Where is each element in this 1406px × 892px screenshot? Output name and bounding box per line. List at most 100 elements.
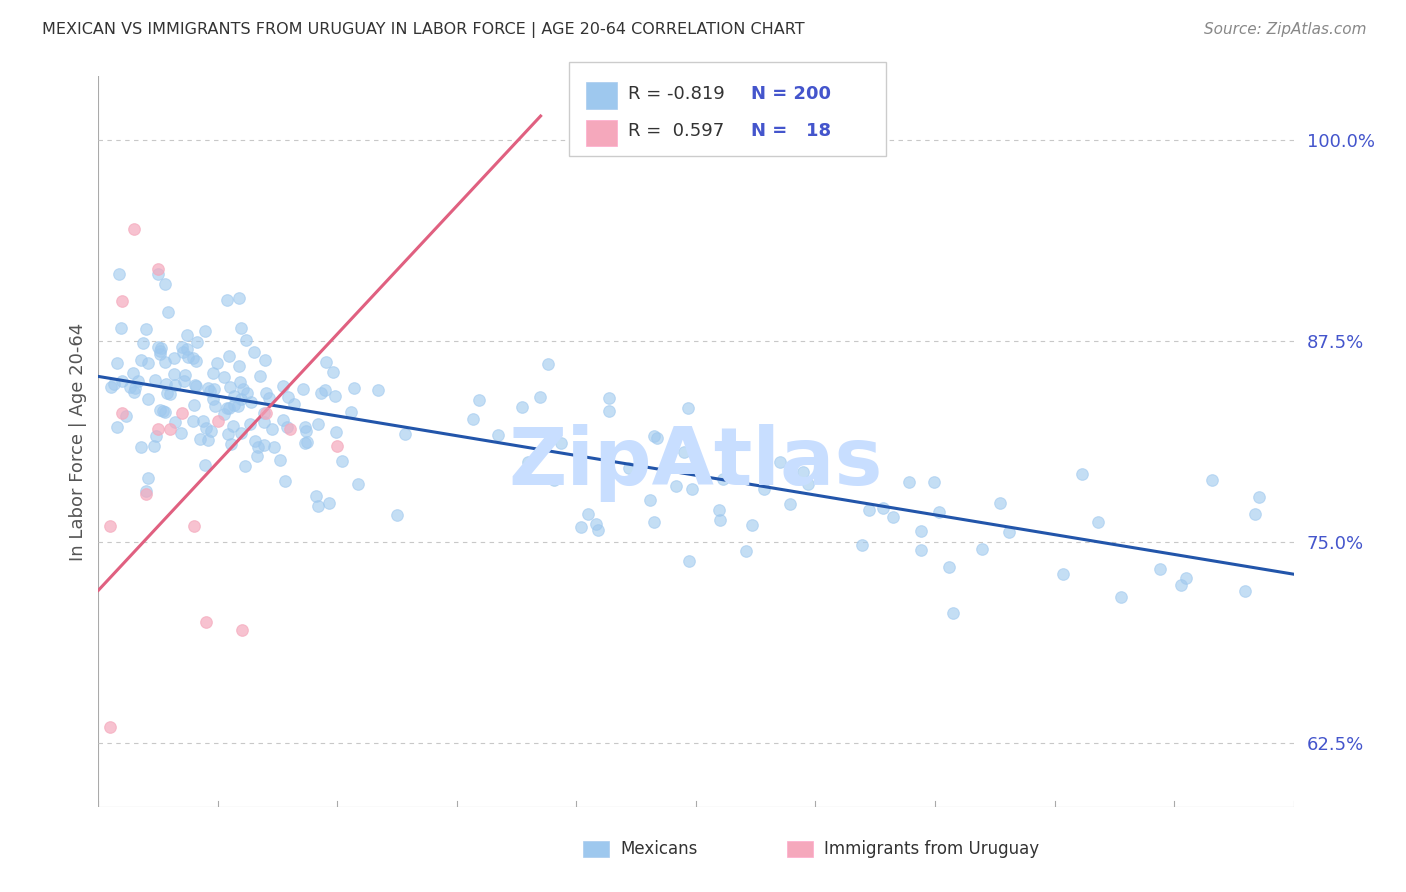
- Point: [110, 374, 132, 388]
- Point: [201, 366, 224, 380]
- Point: [197, 381, 219, 395]
- Point: [254, 406, 277, 420]
- Point: [898, 475, 921, 489]
- Point: [146, 340, 169, 354]
- Point: [201, 392, 224, 406]
- Point: [136, 356, 159, 370]
- Point: [1233, 584, 1256, 599]
- Point: [219, 437, 242, 451]
- Point: [149, 343, 172, 358]
- Point: [207, 356, 229, 370]
- Point: [529, 390, 551, 404]
- Point: [569, 520, 592, 534]
- Point: [98, 720, 122, 734]
- Point: [322, 365, 344, 379]
- Point: [149, 347, 172, 361]
- Point: [148, 268, 170, 282]
- Point: [291, 382, 314, 396]
- Point: [1071, 467, 1094, 481]
- Point: [315, 355, 337, 369]
- Point: [219, 379, 242, 393]
- Point: [110, 321, 132, 335]
- Point: [711, 472, 734, 486]
- Point: [253, 352, 276, 367]
- Point: [111, 406, 134, 420]
- Point: [735, 543, 758, 558]
- Point: [385, 508, 408, 523]
- Point: [910, 524, 932, 539]
- Point: [186, 334, 208, 349]
- Point: [183, 519, 205, 533]
- Point: [149, 403, 172, 417]
- Text: R = -0.819: R = -0.819: [628, 85, 725, 103]
- Point: [235, 333, 257, 347]
- Point: [105, 356, 128, 370]
- Point: [172, 406, 194, 420]
- Point: [103, 376, 125, 391]
- Point: [135, 484, 157, 499]
- Point: [1052, 566, 1074, 581]
- Point: [163, 368, 186, 382]
- Point: [181, 351, 204, 366]
- Point: [598, 391, 620, 405]
- Point: [271, 379, 294, 393]
- Point: [222, 399, 245, 413]
- Point: [111, 293, 134, 308]
- Point: [486, 428, 509, 442]
- Point: [170, 340, 193, 354]
- Point: [159, 422, 181, 436]
- Point: [217, 401, 239, 415]
- Point: [271, 413, 294, 427]
- Point: [792, 466, 814, 480]
- Point: [617, 460, 640, 475]
- Point: [249, 369, 271, 384]
- Point: [665, 479, 688, 493]
- Point: [922, 475, 945, 489]
- Point: [172, 345, 194, 359]
- Point: [247, 440, 270, 454]
- Point: [367, 383, 389, 397]
- Point: [197, 433, 219, 447]
- Point: [314, 383, 336, 397]
- Y-axis label: In Labor Force | Age 20-64: In Labor Force | Age 20-64: [69, 322, 87, 561]
- Point: [236, 385, 259, 400]
- Point: [108, 267, 131, 281]
- Point: [204, 399, 226, 413]
- Point: [1149, 562, 1171, 576]
- Point: [330, 454, 353, 468]
- Point: [224, 389, 246, 403]
- Point: [155, 405, 177, 419]
- Point: [259, 391, 281, 405]
- Point: [157, 305, 180, 319]
- Point: [928, 505, 950, 519]
- Point: [309, 385, 332, 400]
- Point: [142, 439, 165, 453]
- Point: [1244, 507, 1267, 521]
- Point: [681, 482, 703, 496]
- Point: [215, 293, 238, 307]
- Point: [260, 422, 283, 436]
- Point: [188, 432, 211, 446]
- Point: [307, 417, 329, 431]
- Point: [1201, 473, 1223, 487]
- Point: [872, 500, 894, 515]
- Point: [307, 499, 329, 513]
- Point: [218, 350, 240, 364]
- Point: [988, 496, 1011, 510]
- Point: [159, 387, 181, 401]
- Point: [1174, 571, 1197, 585]
- Point: [163, 351, 186, 366]
- Point: [468, 393, 491, 408]
- Point: [148, 422, 170, 436]
- Point: [195, 615, 218, 630]
- Point: [121, 367, 143, 381]
- Point: [305, 489, 328, 503]
- Point: [318, 496, 340, 510]
- Point: [643, 429, 665, 443]
- Point: [586, 523, 609, 537]
- Point: [226, 399, 249, 413]
- Point: [198, 384, 221, 399]
- Point: [229, 425, 252, 440]
- Point: [256, 386, 278, 401]
- Point: [343, 381, 366, 395]
